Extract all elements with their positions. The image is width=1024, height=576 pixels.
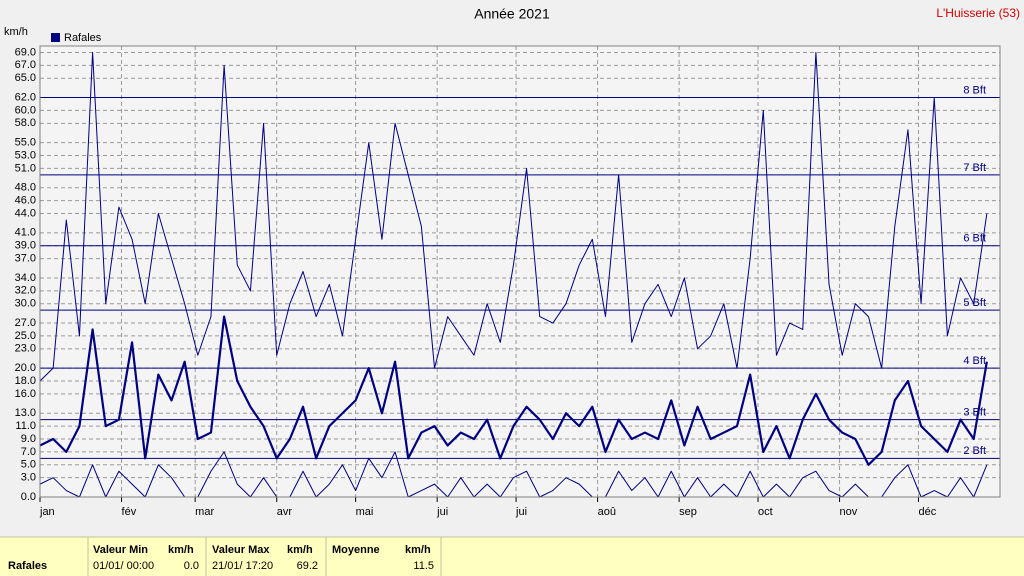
x-tick-label: nov (840, 506, 858, 518)
y-tick-label: 41.0 (15, 227, 36, 239)
table-unit: km/h (168, 544, 194, 556)
y-tick-label: 67.0 (15, 59, 36, 71)
x-tick-label: mar (195, 506, 214, 518)
legend-label: Rafales (64, 32, 102, 44)
table-header: Valeur Max (212, 544, 270, 556)
table-value: 69.2 (297, 560, 318, 572)
legend-swatch (51, 33, 60, 42)
y-tick-label: 9.0 (21, 433, 36, 445)
y-tick-label: 39.0 (15, 240, 36, 252)
series-line (39, 315, 988, 466)
table-date: 01/01/ 00:00 (93, 560, 154, 572)
bft-label: 5 Bft (963, 297, 986, 309)
x-tick-label: fév (122, 506, 137, 518)
x-tick-label: oct (758, 506, 773, 518)
y-tick-label: 60.0 (15, 104, 36, 116)
y-tick-label: 20.0 (15, 362, 36, 374)
bft-label: 6 Bft (963, 233, 986, 245)
y-tick-label: 16.0 (15, 388, 36, 400)
y-tick-label: 53.0 (15, 149, 36, 161)
x-tick-label: jui (515, 506, 527, 518)
table-value: 11.5 (413, 560, 434, 572)
bft-label: 2 Bft (963, 445, 986, 457)
x-tick-label: sep (679, 506, 697, 518)
y-tick-label: 69.0 (15, 46, 36, 58)
plot-frame (39, 45, 1001, 498)
x-tick-label: aoû (598, 506, 616, 518)
y-tick-label: 27.0 (15, 317, 36, 329)
y-tick-label: 32.0 (15, 285, 36, 297)
y-tick-label: 18.0 (15, 375, 36, 387)
y-tick-label: 7.0 (21, 446, 36, 458)
y-tick-label: 23.0 (15, 343, 36, 355)
bft-label: 3 Bft (963, 407, 986, 419)
bft-label: 8 Bft (963, 84, 986, 96)
table-row-label: Rafales (8, 560, 47, 572)
y-tick-label: 51.0 (15, 162, 36, 174)
y-tick-label: 30.0 (15, 298, 36, 310)
y-tick-label: 48.0 (15, 182, 36, 194)
y-tick-label: 37.0 (15, 253, 36, 265)
chart-title: Année 2021 (474, 6, 550, 22)
x-tick-label: mai (356, 506, 374, 518)
summary-table (0, 537, 1024, 576)
x-tick-label: jan (39, 506, 55, 518)
table-header: Valeur Min (93, 544, 148, 556)
y-tick-label: 3.0 (21, 472, 36, 484)
y-tick-label: 5.0 (21, 459, 36, 471)
y-tick-label: 25.0 (15, 330, 36, 342)
y-tick-label: 13.0 (15, 407, 36, 419)
table-header: Moyenne (332, 544, 380, 556)
x-tick-label: avr (277, 506, 293, 518)
y-tick-label: 58.0 (15, 117, 36, 129)
plot-area (39, 45, 1001, 498)
x-tick-label: déc (918, 506, 936, 518)
y-tick-label: 46.0 (15, 195, 36, 207)
y-tick-label: 62.0 (15, 91, 36, 103)
location: L'Huisserie (53) (936, 6, 1020, 20)
table-unit: km/h (287, 544, 313, 556)
y-tick-label: 11.0 (15, 420, 36, 432)
series-line (39, 51, 988, 382)
bft-label: 7 Bft (963, 162, 986, 174)
table-unit: km/h (405, 544, 431, 556)
y-tick-label: 65.0 (15, 72, 36, 84)
y-tick-label: 0.0 (21, 491, 36, 503)
x-tick-label: jui (436, 506, 448, 518)
y-tick-label: 34.0 (15, 272, 36, 284)
table-date: 21/01/ 17:20 (212, 560, 273, 572)
bft-label: 4 Bft (963, 355, 986, 367)
y-tick-label: 55.0 (15, 137, 36, 149)
table-value: 0.0 (184, 560, 199, 572)
y-tick-label: 44.0 (15, 207, 36, 219)
unit-label: km/h (4, 26, 28, 38)
